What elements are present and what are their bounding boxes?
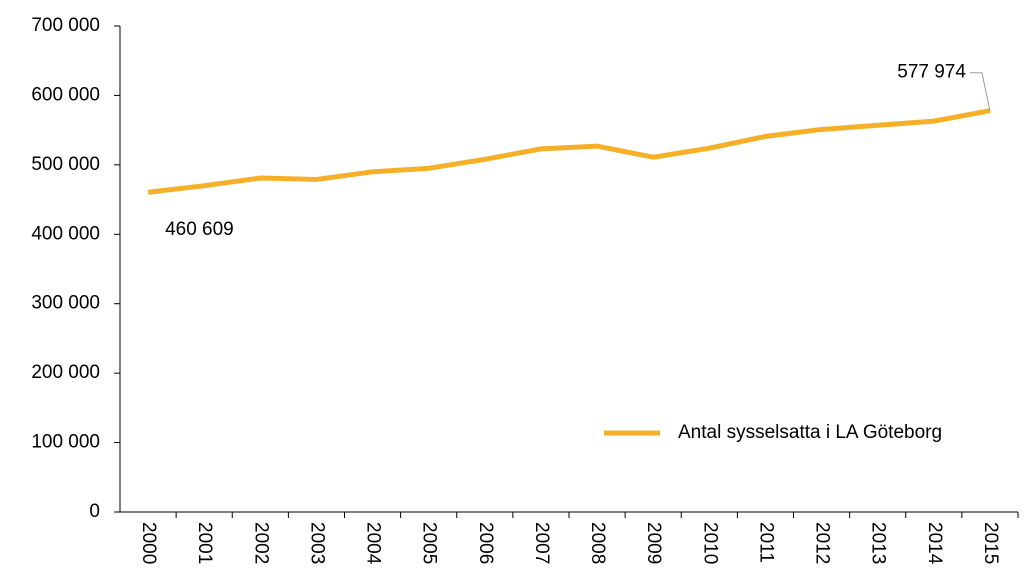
line: [147, 108, 991, 195]
x-tick-label: 2007: [531, 522, 552, 564]
x-tick-label: 2004: [363, 522, 384, 565]
y-tick-label: 500 000: [31, 154, 100, 175]
x-tick-label: 2005: [419, 522, 440, 564]
data-label: 577 974: [897, 62, 966, 83]
x-tick-label: 2012: [812, 522, 833, 564]
x-tick-label: 2008: [587, 522, 608, 564]
y-tick-label: 600 000: [31, 84, 100, 105]
y-tick-label: 0: [89, 501, 100, 522]
x-tick-label: 2015: [980, 522, 1001, 564]
x-tick-label: 2014: [924, 522, 945, 565]
data-label: 460 609: [165, 219, 234, 240]
y-tick-label: 400 000: [31, 223, 100, 244]
x-tick-label: 2002: [250, 522, 271, 564]
x-tick-label: 2013: [868, 522, 889, 564]
x-tick-label: 2009: [643, 522, 664, 564]
x-tick-label: 2011: [755, 522, 776, 563]
y-tick-label: 700 000: [31, 15, 100, 36]
x-tick-label: 2006: [475, 522, 496, 564]
leader-line: [969, 72, 991, 111]
legend-label: Antal sysselsatta i LA Göteborg: [678, 422, 942, 443]
x-tick-label: 2000: [138, 522, 159, 564]
x-tick-label: 2001: [194, 522, 215, 564]
y-tick-label: 200 000: [31, 362, 100, 383]
x-tick-label: 2010: [699, 522, 720, 564]
x-tick-label: 2003: [306, 522, 327, 564]
y-tick-label: 100 000: [31, 432, 100, 453]
y-tick-label: 300 000: [31, 293, 100, 314]
